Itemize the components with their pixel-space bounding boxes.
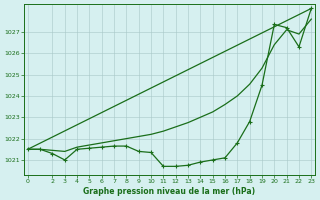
X-axis label: Graphe pression niveau de la mer (hPa): Graphe pression niveau de la mer (hPa): [84, 187, 256, 196]
